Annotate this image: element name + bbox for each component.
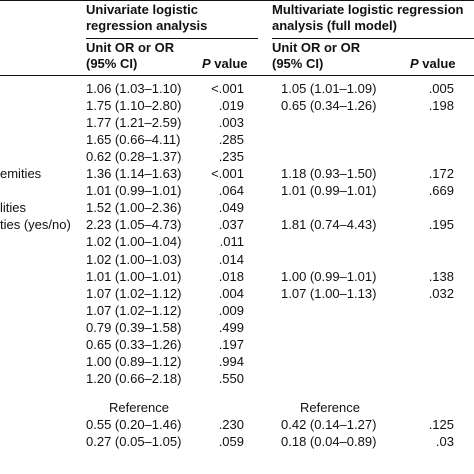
uni-p-value: .014 [218,252,244,267]
uni-or-label-line1: Unit OR or OR [86,40,175,55]
uni-p-value: .550 [218,371,244,386]
multi-p-value: .669 [428,183,454,198]
multi-p-rest: value [418,56,456,71]
uni-p-rest: value [210,56,248,71]
multi-or-value: 1.18 (0.93–1.50) [281,166,377,181]
uni-or-value: 1.07 (1.02–1.12) [86,286,182,301]
uni-p-header: P value [202,56,248,72]
uni-or-value: 1.36 (1.14–1.63) [86,166,182,181]
uni-p-value: .004 [218,286,244,301]
multi-p-header: P value [410,56,456,72]
uni-or-value: 1.01 (0.99–1.01) [86,183,182,198]
uni-p-value: .049 [218,200,244,215]
multivariate-header: Multivariate logistic regression analysi… [272,2,463,34]
univariate-title-line2: regression analysis [86,18,208,33]
uni-p-value: .037 [218,217,244,232]
multi-p-value: .172 [428,166,454,181]
multi-p-value: .138 [428,269,454,284]
uni-p-value: .285 [218,132,244,147]
multi-p-italic: P [410,56,419,71]
multi-or-value: 0.18 (0.04–0.89) [281,434,377,449]
uni-or-value: 1.65 (0.66–4.11) [86,132,181,147]
uni-or-value: 2.23 (1.05–4.73) [86,217,182,232]
multi-or-label-line1: Unit OR or OR [272,40,361,55]
multivariate-title-line1: Multivariate logistic regression [272,2,464,17]
multi-reference-label: Reference [300,400,360,415]
multi-or-value: 1.00 (0.99–1.01) [281,269,377,284]
uni-p-value: .019 [218,98,244,113]
uni-or-value: 0.55 (0.20–1.46) [86,417,182,432]
uni-or-value: 1.07 (1.02–1.12) [86,303,182,318]
row-label: emities [0,166,42,181]
uni-p-value: .009 [218,303,244,318]
uni-p-value: .230 [218,417,244,432]
uni-p-value: .994 [218,354,244,369]
uni-p-value: <.001 [211,166,244,181]
multi-or-header: Unit OR or OR (95% CI) [272,40,360,72]
multi-or-value: 1.05 (1.01–1.09) [281,81,377,96]
uni-or-value: 1.02 (1.00–1.03) [86,252,182,267]
uni-p-value: .499 [218,320,244,335]
multi-p-value: .195 [428,217,454,232]
uni-p-italic: P [202,56,211,71]
multi-or-value: 1.07 (1.00–1.13) [281,286,377,301]
uni-or-value: 0.62 (0.28–1.37) [86,149,182,164]
multi-or-value: 0.42 (0.14–1.27) [281,417,377,432]
univariate-underline [86,38,258,39]
multi-p-value: .125 [428,417,454,432]
uni-or-label-line2: (95% CI) [86,56,138,71]
uni-p-value: .235 [218,149,244,164]
uni-or-value: 0.65 (0.33–1.26) [86,337,182,352]
multivariate-underline [272,38,474,39]
multi-or-value: 1.01 (0.99–1.01) [281,183,377,198]
multi-or-value: 1.81 (0.74–4.43) [281,217,377,232]
table-top-rule [0,0,474,1]
uni-or-value: 1.77 (1.21–2.59) [86,115,182,130]
uni-or-value: 1.75 (1.10–2.80) [86,98,182,113]
multi-or-value: 0.65 (0.34–1.26) [281,98,377,113]
multi-or-label-line2: (95% CI) [272,56,324,71]
uni-p-value: .064 [218,183,244,198]
row-label: lities [0,200,27,215]
multi-p-value: .198 [428,98,454,113]
multi-p-value: .03 [435,434,454,449]
uni-or-value: 1.01 (1.00–1.01) [86,269,182,284]
uni-p-value: .018 [218,269,244,284]
uni-or-header: Unit OR or OR (95% CI) [86,40,174,72]
univariate-header: Univariate logistic regression analysis [86,2,207,34]
multi-p-value: .032 [428,286,454,301]
header-bottom-rule [0,75,474,76]
uni-reference-label: Reference [109,400,169,415]
multivariate-title-line2: analysis (full model) [272,18,397,33]
row-label: ties (yes/no) [0,217,71,232]
uni-p-value: .003 [218,115,244,130]
uni-p-value: .197 [218,337,244,352]
uni-or-value: 1.52 (1.00–2.36) [86,200,182,215]
uni-or-value: 0.79 (0.39–1.58) [86,320,182,335]
uni-p-value: .011 [219,234,244,249]
uni-p-value: <.001 [211,81,244,96]
uni-or-value: 1.02 (1.00–1.04) [86,234,182,249]
uni-or-value: 1.00 (0.89–1.12) [86,354,182,369]
univariate-title-line1: Univariate logistic [86,2,198,17]
uni-or-value: 0.27 (0.05–1.05) [86,434,182,449]
multi-p-value: .005 [428,81,454,96]
uni-or-value: 1.20 (0.66–2.18) [86,371,182,386]
uni-p-value: .059 [218,434,244,449]
uni-or-value: 1.06 (1.03–1.10) [86,81,182,96]
